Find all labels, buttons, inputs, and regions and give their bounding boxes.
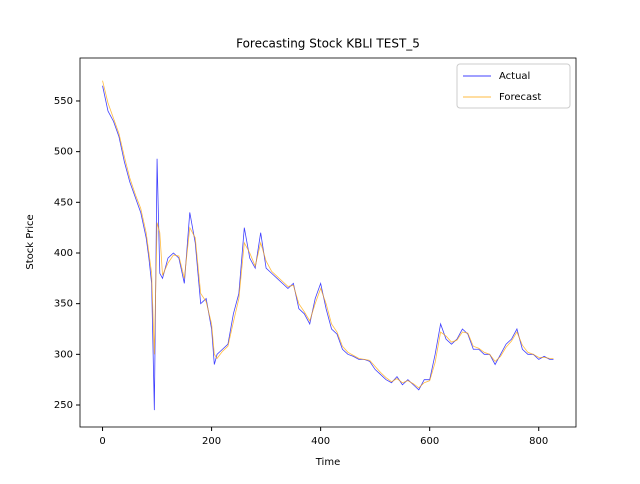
series-line	[102, 80, 554, 389]
chart-title: Forecasting Stock KBLI TEST_5	[236, 37, 420, 51]
x-tick-label: 800	[529, 436, 548, 447]
legend-label: Forecast	[499, 92, 541, 103]
y-axis-label: Stock Price	[25, 214, 36, 269]
x-tick-label: 200	[202, 436, 221, 447]
x-axis-label: Time	[315, 457, 340, 468]
x-tick-label: 600	[420, 436, 439, 447]
legend-label: Actual	[499, 71, 530, 82]
y-tick-label: 450	[54, 197, 73, 208]
y-tick-label: 300	[54, 349, 73, 360]
x-tick-label: 400	[311, 436, 330, 447]
y-tick-label: 550	[54, 96, 73, 107]
y-tick-label: 250	[54, 400, 73, 411]
x-tick-label: 0	[99, 436, 105, 447]
y-tick-label: 350	[54, 299, 73, 310]
y-tick-label: 500	[54, 147, 73, 158]
plot-frame	[79, 57, 577, 428]
series-line	[102, 85, 554, 411]
y-tick-label: 400	[54, 248, 73, 259]
